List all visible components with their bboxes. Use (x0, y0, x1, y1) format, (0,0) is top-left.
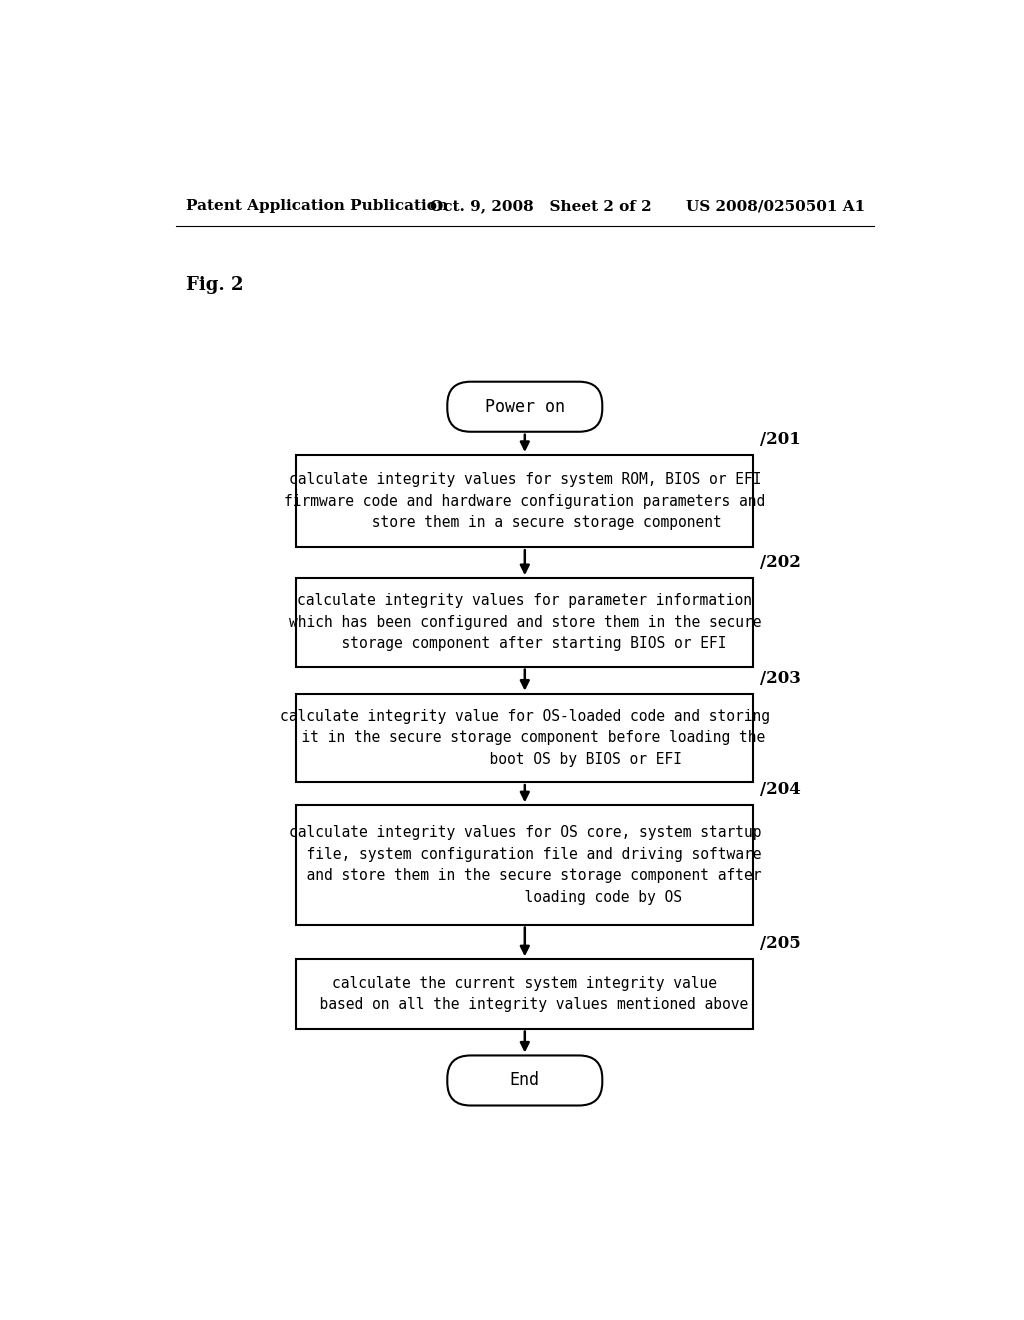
Bar (296, 455, 754, 548)
Text: calculate integrity values for OS core, system startup
  file, system configurat: calculate integrity values for OS core, … (289, 825, 761, 904)
Text: /201: /201 (760, 430, 801, 447)
Text: calculate integrity values for parameter information
which has been configured a: calculate integrity values for parameter… (289, 593, 761, 652)
Text: Patent Application Publication: Patent Application Publication (186, 199, 449, 213)
Text: /203: /203 (760, 669, 801, 686)
Text: /205: /205 (760, 936, 801, 952)
Bar (296, 578, 754, 667)
Text: calculate integrity value for OS-loaded code and storing
  it in the secure stor: calculate integrity value for OS-loaded … (280, 709, 770, 767)
Bar (296, 960, 754, 1028)
Text: End: End (510, 1072, 540, 1089)
Text: calculate integrity values for system ROM, BIOS or EFI
firmware code and hardwar: calculate integrity values for system RO… (285, 473, 765, 531)
Text: US 2008/0250501 A1: US 2008/0250501 A1 (686, 199, 865, 213)
Text: Power on: Power on (484, 397, 565, 416)
Bar (296, 693, 754, 781)
Text: calculate the current system integrity value
  based on all the integrity values: calculate the current system integrity v… (302, 975, 748, 1012)
Text: /202: /202 (760, 554, 801, 572)
FancyBboxPatch shape (447, 381, 602, 432)
Text: /204: /204 (760, 781, 801, 799)
Text: Fig. 2: Fig. 2 (186, 276, 244, 294)
Bar (296, 805, 754, 924)
Text: Oct. 9, 2008   Sheet 2 of 2: Oct. 9, 2008 Sheet 2 of 2 (430, 199, 652, 213)
FancyBboxPatch shape (447, 1056, 602, 1106)
